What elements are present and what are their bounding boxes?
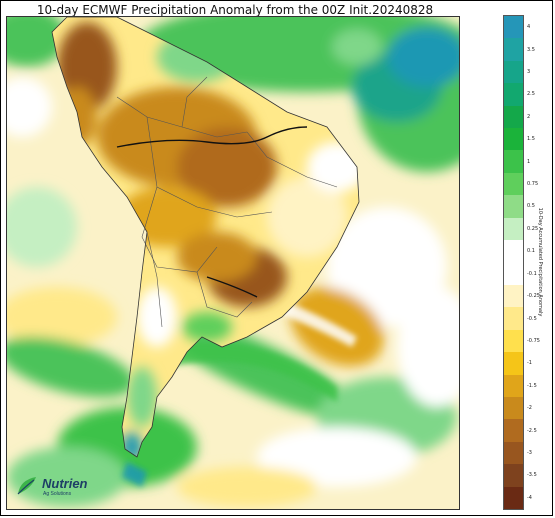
colorbar-segment [504, 307, 523, 331]
colorbar-tick-label: -3 [527, 449, 532, 456]
colorbar-segment [504, 150, 523, 174]
colorbar-tick-label: -1.5 [527, 382, 537, 389]
colorbar-segment [504, 195, 523, 219]
colorbar-tick-label: 0.25 [527, 225, 539, 232]
colorbar-segment [504, 105, 523, 129]
map-title: 10-day ECMWF Precipitation Anomaly from … [36, 3, 434, 17]
colorbar-tick-label: 3.5 [527, 46, 535, 53]
colorbar-segment [504, 128, 523, 151]
colorbar-label: 10-Day Accumulated Precipitation Anomaly [537, 207, 543, 317]
leaf-icon [17, 477, 36, 495]
colorbar-segment [504, 38, 523, 62]
colorbar-tick-label: 2.5 [527, 91, 535, 98]
colorbar-tick-label: 0.75 [527, 181, 539, 188]
colorbar-tick-label: 0.1 [527, 248, 535, 255]
colorbar-segment [504, 396, 523, 420]
colorbar-tick-label: 2 [527, 113, 531, 120]
colorbar-tick-label: -1 [527, 360, 532, 367]
colorbar-segment [504, 284, 523, 308]
colorbar-tick-label: -2.5 [527, 427, 537, 434]
colorbar-tick-label: 1 [527, 158, 531, 165]
colorbar-tick-label: 0.5 [527, 203, 535, 210]
colorbar-segment [504, 60, 523, 84]
country-borders [51, 17, 360, 458]
colorbar-segment [504, 419, 523, 443]
precipitation-anomaly-map [6, 16, 460, 510]
colorbar-segment [504, 172, 523, 196]
colorbar-tick-label: -0.5 [527, 315, 537, 322]
colorbar-segment [504, 352, 523, 376]
colorbar-tick-label: 4 [527, 24, 531, 31]
colorbar-tick-label: -3.5 [527, 472, 537, 479]
logo-subtitle: Ag Solutions [43, 491, 72, 497]
colorbar-tick-label: -0.75 [527, 337, 540, 344]
colorbar-segment [504, 464, 523, 488]
colorbar-segment [504, 486, 523, 510]
colorbar-segment [504, 240, 523, 263]
colorbar-segment [504, 217, 523, 241]
colorbar-segment [504, 262, 523, 286]
colorbar [503, 15, 524, 510]
river-lines [116, 126, 308, 298]
colorbar-tick-label: -0.25 [527, 293, 540, 300]
colorbar-segment [504, 441, 523, 465]
colorbar-tick-label: 1.5 [527, 136, 535, 143]
colorbar-tick-label: -2 [527, 405, 532, 412]
colorbar-segment [504, 374, 523, 398]
colorbar-tick-label: 3 [527, 69, 531, 76]
colorbar-tick-label: -4 [527, 494, 532, 501]
colorbar-tick-label: -0.1 [527, 270, 537, 277]
colorbar-segment [504, 83, 523, 107]
nutrien-logo: Nutrien Ag Solutions [14, 474, 94, 500]
logo-wordmark: Nutrien [42, 476, 88, 491]
colorbar-segment [504, 16, 523, 39]
colorbar-segment [504, 329, 523, 353]
